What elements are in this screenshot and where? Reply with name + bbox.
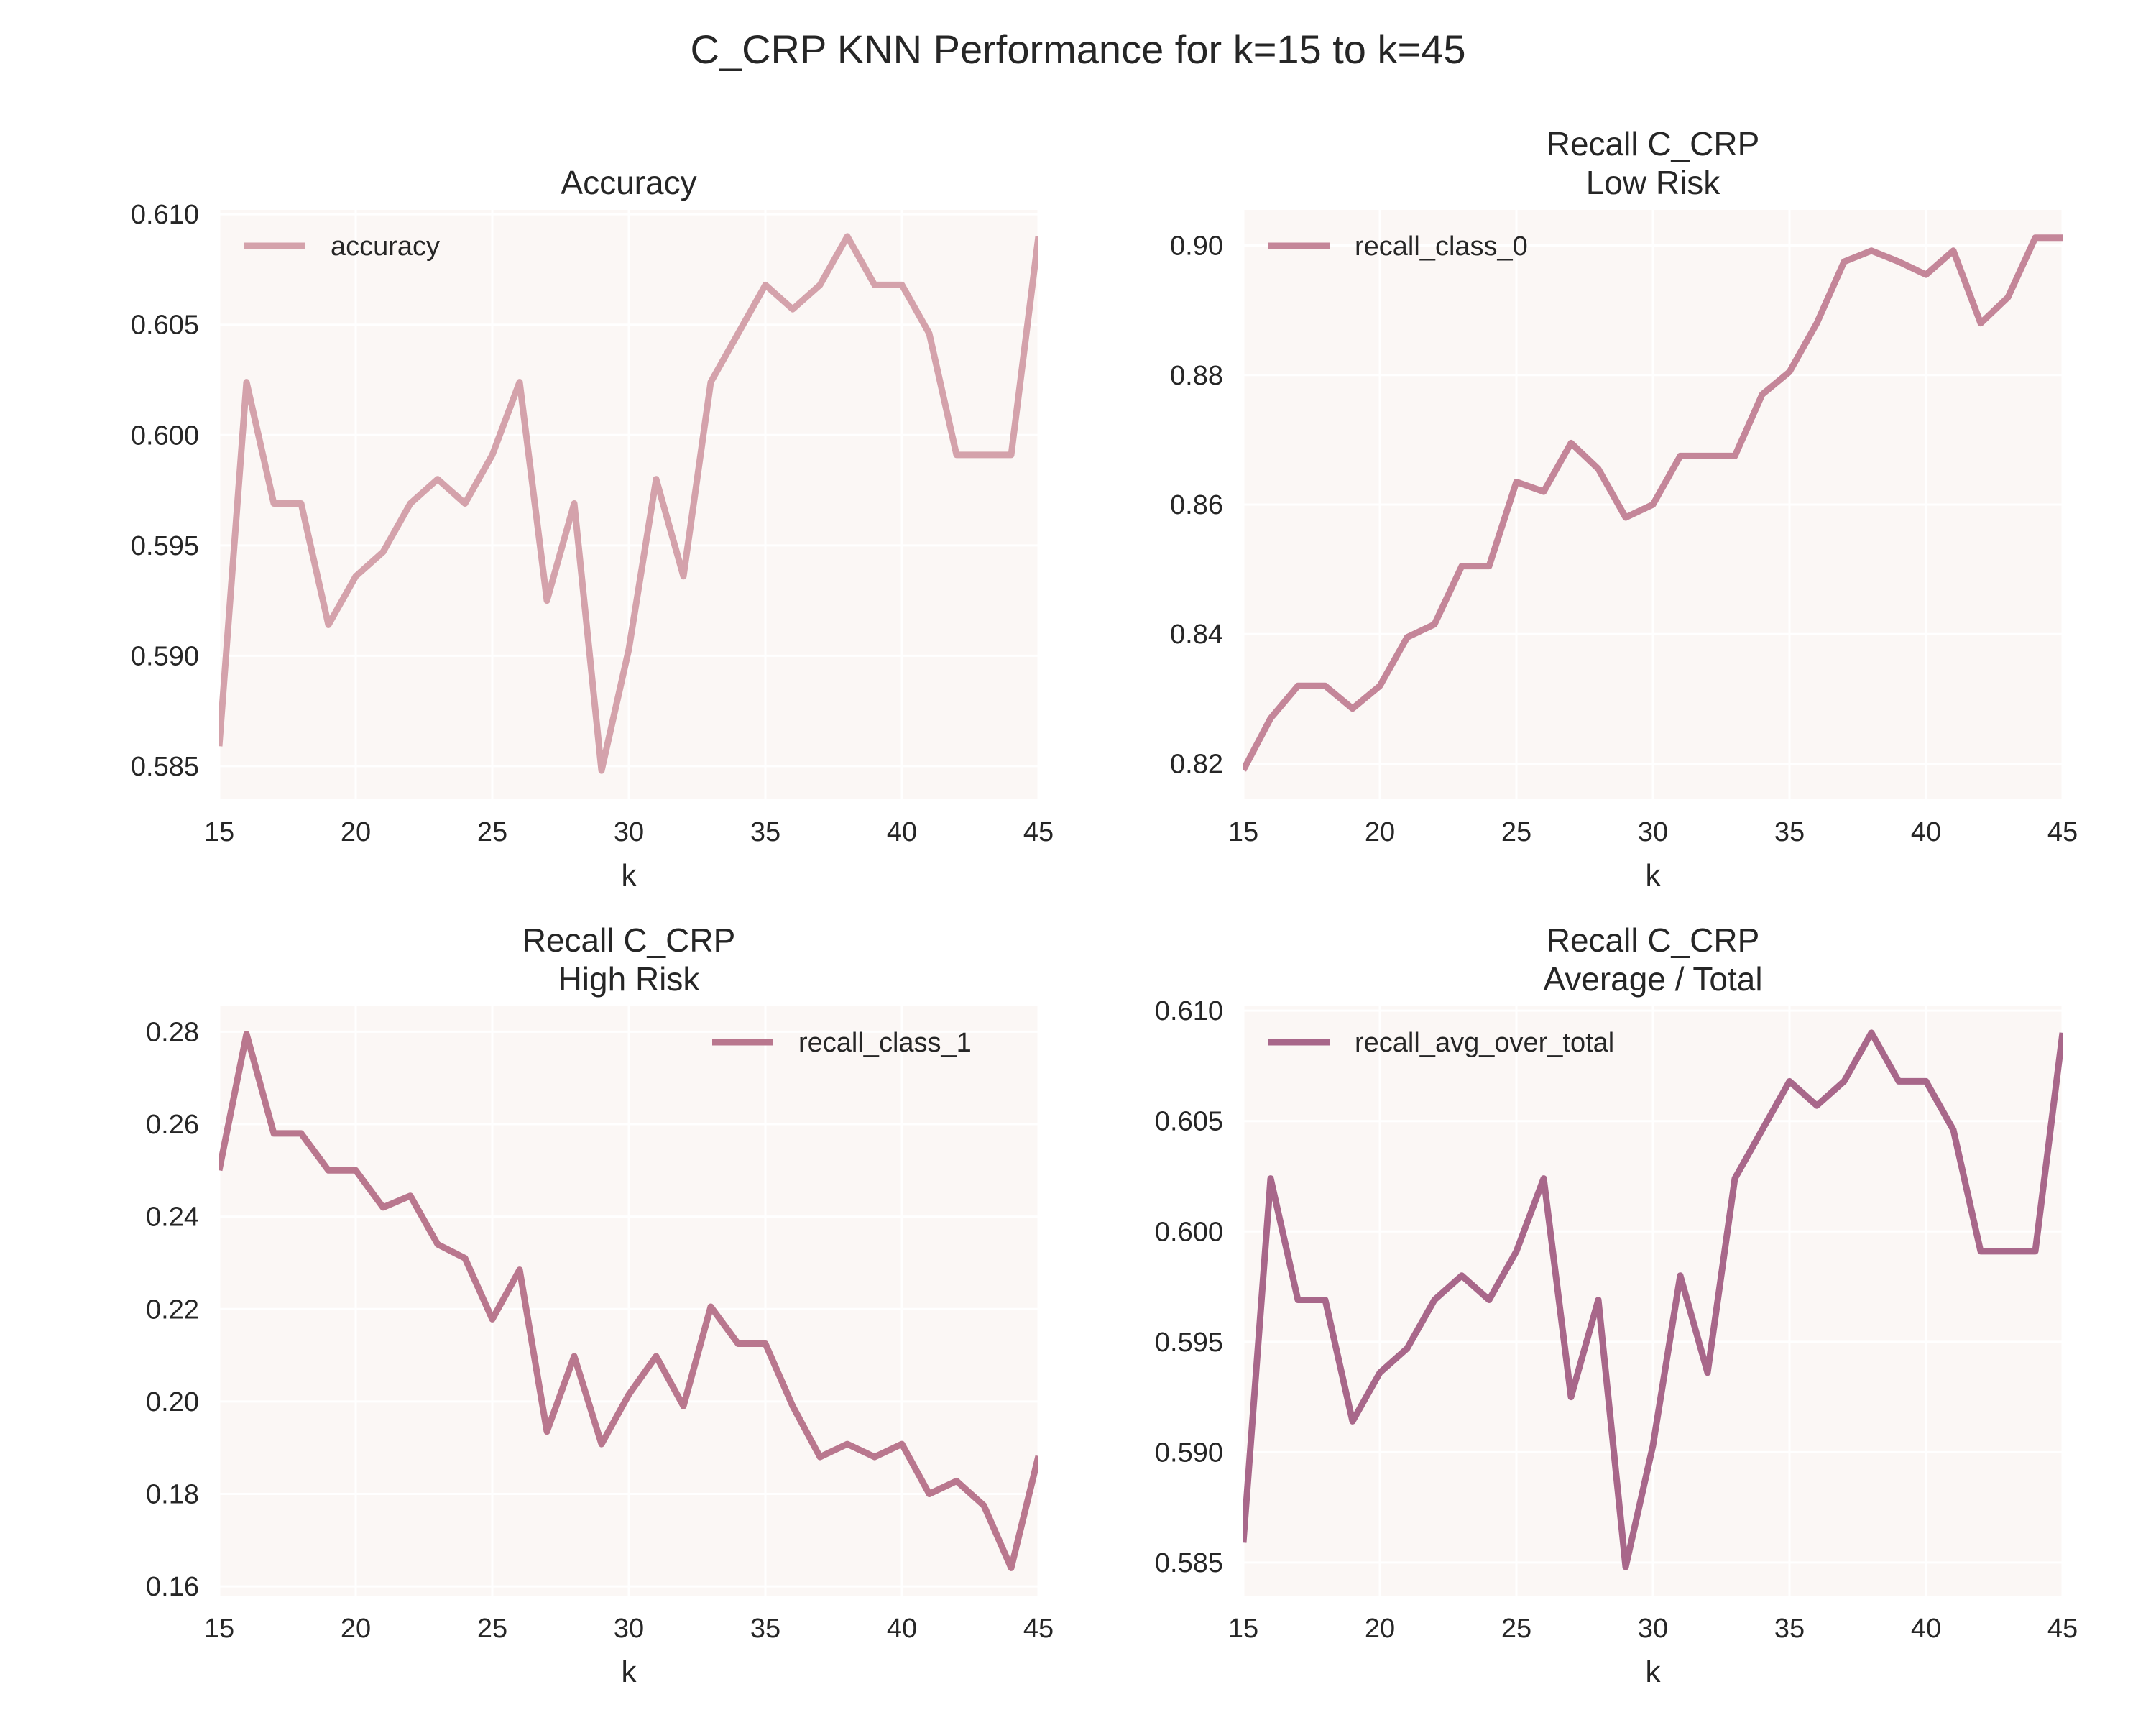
recall-high-risk-x-tick-label: 45 <box>1023 1614 1054 1644</box>
recall-average-total-x-tick-label: 20 <box>1365 1614 1395 1644</box>
accuracy-y-tick-label: 0.590 <box>131 641 199 671</box>
accuracy-x-tick-label: 25 <box>477 817 507 847</box>
subplot-accuracy: Accuracy 15 20 25 30 35 40 45 0.585 0.590 0.595 0.6… <box>131 164 1054 892</box>
recall-average-total-y-tick-label: 0.595 <box>1155 1328 1223 1358</box>
recall-low-risk-legend-label: recall_class_0 <box>1355 231 1528 262</box>
accuracy-x-tick-label: 30 <box>614 817 644 847</box>
recall-low-risk-y-tick-label: 0.82 <box>1170 749 1223 779</box>
accuracy-x-tick-label: 40 <box>887 817 917 847</box>
recall-average-total-title-line: Recall C_CRP <box>1547 921 1760 959</box>
accuracy-x-tick-label: 35 <box>750 817 780 847</box>
recall-average-total-y-tick-label: 0.590 <box>1155 1438 1223 1468</box>
recall-low-risk-y-tick-label: 0.86 <box>1170 490 1223 520</box>
recall-low-risk-legend: recall_class_0 <box>1268 231 1528 262</box>
recall-high-risk-x-axis-label: k <box>622 1655 637 1688</box>
recall-low-risk-x-tick-label: 25 <box>1501 817 1531 847</box>
recall-high-risk-y-tick-label: 0.18 <box>146 1480 199 1510</box>
recall-low-risk-y-tick-label: 0.84 <box>1170 620 1223 650</box>
recall-high-risk-series-line <box>219 1031 1038 1571</box>
accuracy-y-tick-label: 0.605 <box>131 310 199 341</box>
recall-low-risk-x-tick-label: 15 <box>1228 817 1258 847</box>
accuracy-series-line <box>219 233 1038 774</box>
recall-low-risk-x-tick-label: 40 <box>1911 817 1941 847</box>
recall-average-total-x-tick-label: 30 <box>1638 1614 1668 1644</box>
recall-high-risk-y-tick-label: 0.26 <box>146 1110 199 1140</box>
recall-high-risk-y-tick-label: 0.22 <box>146 1294 199 1325</box>
recall-low-risk-y-tick-label: 0.90 <box>1170 231 1223 262</box>
recall-high-risk-y-tick-label: 0.20 <box>146 1387 199 1417</box>
recall-average-total-x-tick-label: 15 <box>1228 1614 1258 1644</box>
recall-average-total-legend: recall_avg_over_total <box>1268 1028 1614 1058</box>
accuracy-y-tick-label: 0.600 <box>131 420 199 451</box>
recall-high-risk-title-line: High Risk <box>558 960 701 998</box>
recall-high-risk-y-tick-label: 0.24 <box>146 1202 199 1233</box>
recall-average-total-x-tick-label: 25 <box>1501 1614 1531 1644</box>
recall-high-risk-y-tick-label: 0.28 <box>146 1017 199 1047</box>
recall-average-total-y-tick-label: 0.600 <box>1155 1217 1223 1247</box>
recall-high-risk-title-line: Recall C_CRP <box>522 921 736 959</box>
recall-average-total-x-tick-label: 40 <box>1911 1614 1941 1644</box>
accuracy-x-axis-label: k <box>622 858 637 892</box>
recall-low-risk-y-tick-label: 0.88 <box>1170 361 1223 391</box>
recall-average-total-legend-label: recall_avg_over_total <box>1355 1028 1614 1058</box>
accuracy-title-line: Accuracy <box>561 164 696 201</box>
recall-high-risk-x-tick-label: 15 <box>204 1614 234 1644</box>
recall-high-risk-x-tick-label: 20 <box>341 1614 371 1644</box>
accuracy-x-tick-label: 20 <box>341 817 371 847</box>
figure-title: C_CRP KNN Performance for k=15 to k=45 <box>690 27 1465 72</box>
accuracy-legend: accuracy <box>244 231 440 262</box>
recall-high-risk-x-tick-label: 40 <box>887 1614 917 1644</box>
recall-average-total-series-line <box>1243 1029 2063 1570</box>
accuracy-y-tick-label: 0.610 <box>131 200 199 230</box>
recall-low-risk-title-line: Recall C_CRP <box>1547 125 1760 162</box>
accuracy-y-tick-label: 0.585 <box>131 752 199 782</box>
recall-average-total-y-tick-label: 0.585 <box>1155 1548 1223 1578</box>
recall-average-total-x-tick-label: 45 <box>2047 1614 2078 1644</box>
recall-average-total-y-tick-label: 0.610 <box>1155 996 1223 1026</box>
recall-low-risk-x-axis-label: k <box>1646 858 1662 892</box>
recall-average-total-x-tick-label: 35 <box>1774 1614 1805 1644</box>
accuracy-legend-label: accuracy <box>331 231 440 262</box>
recall-high-risk-x-tick-label: 35 <box>750 1614 780 1644</box>
recall-low-risk-title-line: Low Risk <box>1586 164 1721 201</box>
recall-high-risk-legend: recall_class_1 <box>712 1028 972 1058</box>
recall-low-risk-x-tick-label: 30 <box>1638 817 1668 847</box>
recall-high-risk-y-tick-label: 0.16 <box>146 1572 199 1602</box>
recall-average-total-y-tick-label: 0.605 <box>1155 1107 1223 1137</box>
recall-low-risk-x-tick-label: 45 <box>2047 817 2078 847</box>
recall-high-risk-x-tick-label: 30 <box>614 1614 644 1644</box>
recall-low-risk-x-tick-label: 20 <box>1365 817 1395 847</box>
recall-high-risk-legend-label: recall_class_1 <box>798 1028 972 1058</box>
recall-low-risk-series-line <box>1243 234 2063 772</box>
recall-average-total-title-line: Average / Total <box>1543 960 1762 998</box>
accuracy-x-tick-label: 15 <box>204 817 234 847</box>
recall-high-risk-x-tick-label: 25 <box>477 1614 507 1644</box>
accuracy-x-tick-label: 45 <box>1023 817 1054 847</box>
recall-low-risk-x-tick-label: 35 <box>1774 817 1805 847</box>
recall-average-total-x-axis-label: k <box>1646 1655 1662 1688</box>
accuracy-y-tick-label: 0.595 <box>131 531 199 561</box>
